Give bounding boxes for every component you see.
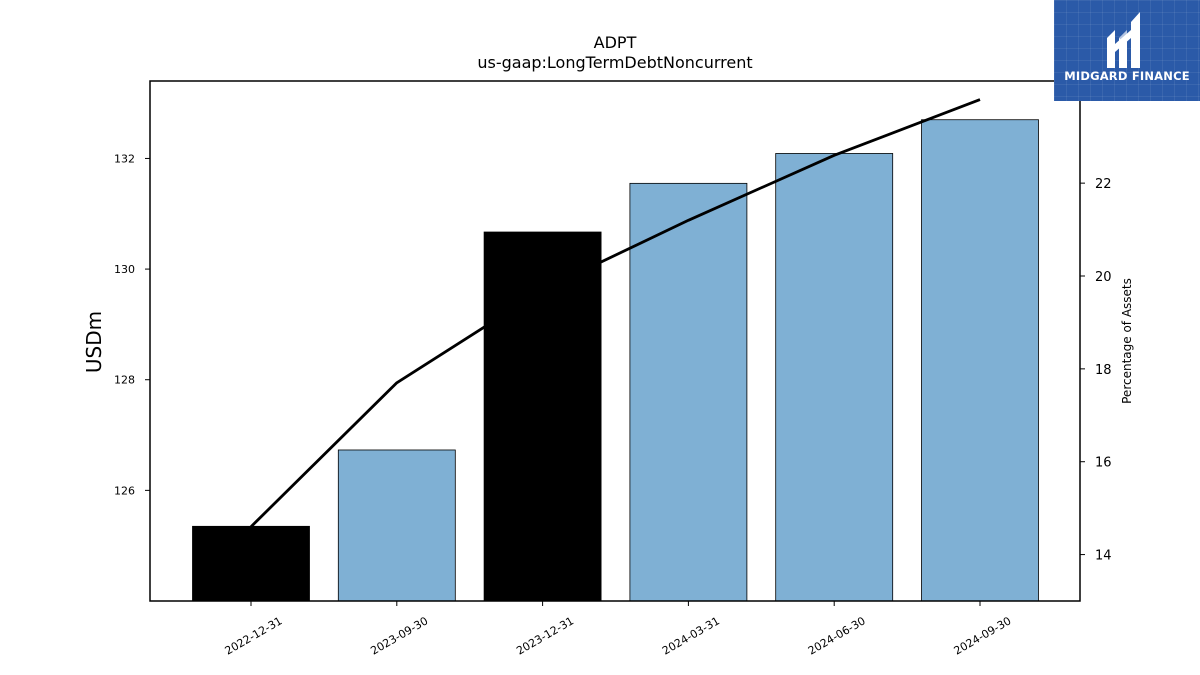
chart-title: ADPT [594, 33, 637, 52]
x-tick-label: 2022-12-31 [223, 614, 285, 657]
midgard-logo-icon [1107, 12, 1140, 68]
bar-2023-12-31 [483, 231, 602, 602]
x-tick-label: 2024-06-30 [806, 614, 868, 657]
y-tick-label: 130 [114, 263, 135, 276]
chart-subtitle: us-gaap:LongTermDebtNoncurrent [477, 53, 752, 72]
bar-2023-09-30 [337, 449, 456, 602]
x-tick-label: 2024-03-31 [660, 614, 722, 657]
y2-tick-label: 20 [1095, 270, 1112, 285]
plot-frame [149, 80, 1081, 602]
bar-2024-09-30 [921, 119, 1039, 602]
brand-logo: MIDGARD FINANCE [1054, 0, 1200, 101]
y2-axis-label: Percentage of Assets [1120, 278, 1134, 404]
bar-2024-06-30 [775, 153, 894, 602]
y-tick-label: 132 [114, 152, 135, 165]
x-tick-label: 2023-12-31 [514, 614, 576, 657]
x-tick-label: 2023-09-30 [368, 614, 430, 657]
bar-2024-03-31 [629, 182, 748, 602]
y2-tick-label: 18 [1095, 363, 1112, 378]
y2-tick-label: 14 [1095, 549, 1112, 564]
percentage-of-assets-line [250, 98, 981, 528]
left-axis: 126 128 130 132 [114, 152, 150, 497]
y2-tick-label: 16 [1095, 456, 1112, 471]
y-tick-label: 128 [114, 374, 135, 387]
y2-tick-label: 22 [1095, 177, 1112, 192]
y-tick-label: 126 [114, 484, 135, 497]
logo-text: MIDGARD FINANCE [1064, 69, 1190, 83]
x-tick-label: 2024-09-30 [952, 614, 1014, 657]
x-axis: 2022-12-31 2023-09-30 2023-12-31 2024-03-31… [223, 601, 1014, 658]
y-axis-label: USDm [82, 311, 106, 373]
bar-2022-12-31 [192, 525, 310, 602]
right-axis: 14 16 18 20 22 [1080, 177, 1112, 564]
bars-layer [192, 119, 1039, 602]
line-layer [250, 98, 981, 528]
